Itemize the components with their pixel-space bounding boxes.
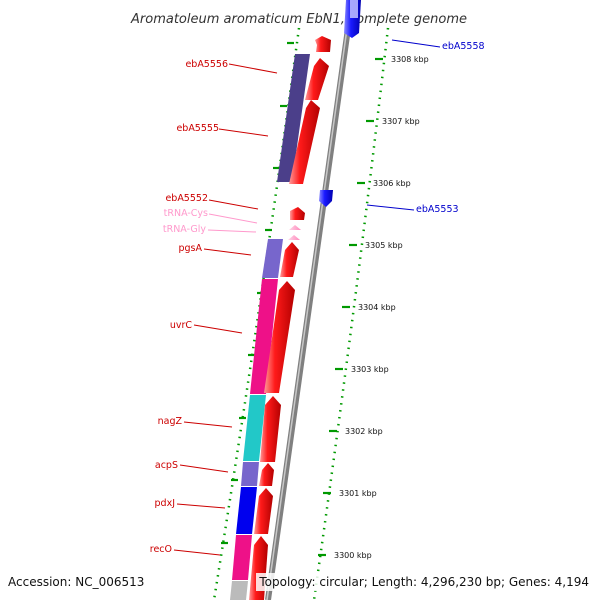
map-title: Aromatoleum aromaticum EbN1, complete ge…	[130, 12, 467, 27]
gene-label-text: tRNA-Cys	[164, 208, 208, 219]
gene-label-text: ebA5552	[165, 193, 208, 204]
kbp-tick-3306: 3306 kbp	[357, 179, 411, 188]
kbp-tick-3301: 3301 kbp	[323, 489, 377, 498]
gene-label-ebA5556: ebA5556	[185, 59, 278, 74]
cog-block-next	[230, 581, 248, 600]
gene-label-text: ebA5558	[442, 41, 485, 52]
forward-strand-features	[249, 36, 331, 600]
gene-label-text: recO	[150, 544, 172, 555]
gene-arrow-ebA5552	[290, 207, 305, 220]
gene-label-ebA5558: ebA5558	[391, 39, 485, 52]
kbp-tick-3302: 3302 kbp	[329, 427, 383, 436]
kbp-tick-3300: 3300 kbp	[318, 551, 372, 560]
kbp-tick-3304: 3304 kbp	[342, 303, 396, 312]
gene-label-pdxJ: pdxJ	[155, 498, 226, 509]
gene-label-pgsA: pgsA	[178, 243, 252, 256]
gene-label-text: tRNA-Gly	[163, 224, 206, 235]
kbp-tick-3308: 3308 kbp	[375, 55, 429, 64]
kbp-tick-3303: 3303 kbp	[335, 365, 389, 374]
inner-dotted-ring	[212, 27, 301, 600]
gene-label-text: ebA5555	[176, 123, 219, 134]
cog-block-pdxJ	[236, 487, 257, 534]
gene-label-uvrC: uvrC	[170, 320, 243, 334]
gene-arrow-ebA5558-fwd	[315, 36, 331, 52]
kbp-label-3307: 3307 kbp	[382, 117, 420, 126]
gene-label-recO: recO	[150, 544, 221, 556]
gene-arrow-nagZ	[260, 396, 281, 462]
title: Aromatoleum aromaticum EbN1, complete ge…	[130, 12, 467, 27]
outer-tick-ring	[312, 27, 390, 600]
gene-label-text: uvrC	[170, 320, 193, 331]
cog-block-recO	[232, 535, 252, 580]
trna-arrow-cys	[289, 225, 301, 230]
kbp-tick-3307: 3307 kbp	[366, 117, 420, 126]
kbp-label-3304: 3304 kbp	[358, 303, 396, 312]
gene-arrow-pgsA	[280, 242, 299, 277]
gene-arrow-ebA5556	[305, 58, 329, 100]
gene-arrow-acpS	[259, 463, 274, 486]
footer: Accession: NC_006513 Topology: circular;…	[8, 573, 592, 591]
gene-label-text: pgsA	[178, 243, 202, 254]
gene-label-acpS: acpS	[155, 460, 229, 473]
cog-block-uvrC	[250, 279, 278, 394]
genome-backbone-highlight	[266, 0, 352, 600]
kbp-label-3300: 3300 kbp	[334, 551, 372, 560]
gene-label-ebA5555: ebA5555	[176, 123, 269, 137]
kbp-label-3303: 3303 kbp	[351, 365, 389, 374]
trna-arrow-gly	[288, 235, 300, 240]
genome-backbone	[265, 0, 355, 600]
gene-label-trna-cys: tRNA-Cys	[164, 208, 258, 224]
gene-label-text: acpS	[155, 460, 178, 471]
kbp-tick-3305: 3305 kbp	[349, 241, 403, 250]
gene-arrow-pdxJ	[254, 488, 273, 534]
gene-arrow-ebA5558-shade	[350, 0, 358, 18]
left-gene-labels: ebA5556 ebA5555 ebA5552 tRNA-Cys tRNA-Gl…	[150, 59, 278, 556]
summary-backdrop	[256, 573, 592, 591]
gene-label-text: pdxJ	[155, 498, 175, 509]
cog-block-acpS	[241, 462, 259, 486]
kbp-label-3305: 3305 kbp	[365, 241, 403, 250]
cog-block-ebA5556	[277, 54, 310, 182]
kbp-label-3308: 3308 kbp	[391, 55, 429, 64]
kbp-label-3306: 3306 kbp	[373, 179, 411, 188]
gene-label-text: ebA5553	[416, 204, 459, 215]
accession-text: Accession: NC_006513	[8, 575, 144, 589]
kbp-scale: 3300 kbp 3301 kbp 3302 kbp 3303 kbp 3304…	[318, 55, 429, 560]
reverse-strand-features	[319, 0, 361, 207]
genome-summary-text: Topology: circular; Length: 4,296,230 bp…	[258, 575, 589, 589]
gene-arrow-uvrC	[264, 281, 295, 393]
cog-block-nagZ	[243, 395, 266, 461]
kbp-label-3302: 3302 kbp	[345, 427, 383, 436]
gene-label-ebA5553: ebA5553	[366, 204, 459, 215]
cog-block-pgsA	[262, 239, 283, 278]
gene-label-text: nagZ	[158, 416, 183, 427]
gene-label-text: ebA5556	[185, 59, 228, 70]
gene-label-nagZ: nagZ	[158, 416, 233, 428]
gene-arrow-ebA5553	[319, 190, 333, 207]
cog-ring	[230, 54, 310, 600]
right-gene-labels: ebA5558 ebA5553	[366, 39, 485, 215]
gene-label-trna-gly: tRNA-Gly	[163, 224, 257, 235]
kbp-label-3301: 3301 kbp	[339, 489, 377, 498]
gene-label-ebA5552: ebA5552	[165, 193, 259, 210]
gene-arrow-ebA5555	[289, 100, 320, 184]
